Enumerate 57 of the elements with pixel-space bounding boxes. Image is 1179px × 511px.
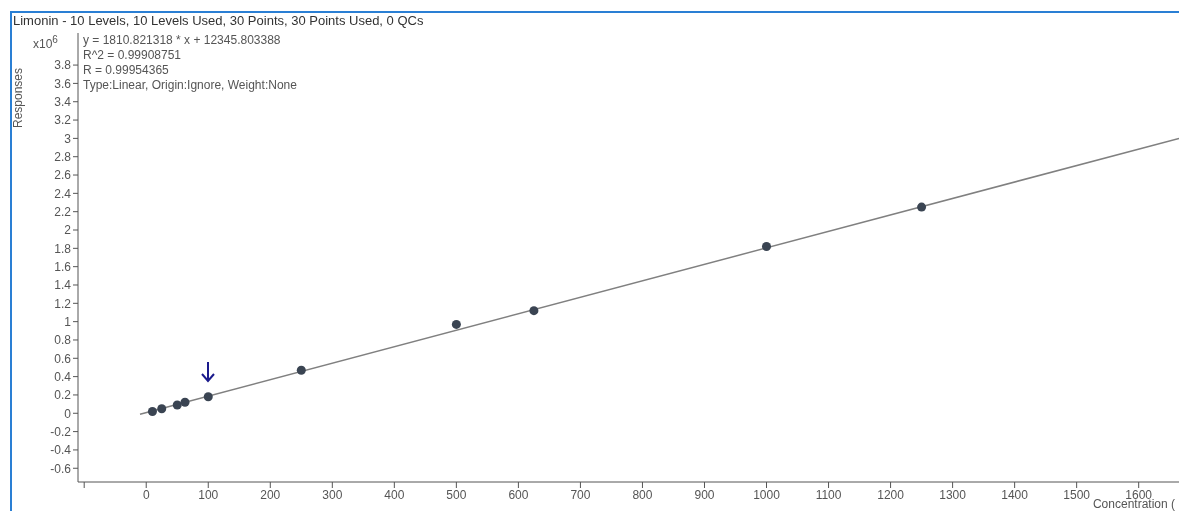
- point: [529, 306, 539, 316]
- x-tick-label: 1000: [753, 487, 781, 502]
- y-tick-label: 0.8: [54, 333, 72, 348]
- y-tick-label: -0.2: [50, 424, 72, 439]
- annotation: R = 0.99954365: [83, 63, 170, 78]
- x-tick-label: 900: [694, 487, 715, 502]
- y-tick-label: 2.2: [54, 204, 72, 219]
- x-tick-label: 800: [632, 487, 653, 502]
- y-tick-label: 2: [64, 223, 72, 238]
- annotation: Type:Linear, Origin:Ignore, Weight:None: [83, 78, 297, 93]
- point: [203, 392, 213, 402]
- y-tick-label: 1.4: [54, 278, 72, 293]
- y-tick-label: 3.4: [54, 94, 72, 109]
- x-tick-label: 100: [198, 487, 219, 502]
- y-tick-label: 1: [64, 314, 72, 329]
- y-tick-label: 3.6: [54, 76, 72, 91]
- y-tick-label: 2.6: [54, 168, 72, 183]
- y-tick-label: 0: [64, 406, 72, 421]
- y-tick-label: -0.6: [50, 461, 72, 476]
- x-axis-title: Concentration (: [1092, 497, 1175, 511]
- point: [157, 404, 167, 414]
- point: [180, 397, 190, 407]
- x-tick-label: 1100: [815, 487, 842, 502]
- x-tick-label: 300: [322, 487, 343, 502]
- x-tick-label: 400: [384, 487, 405, 502]
- y-tick-label: 0.2: [54, 388, 72, 403]
- x-tick-label: 1500: [1063, 487, 1091, 502]
- y-tick-label: -0.4: [50, 443, 72, 458]
- y-tick-label: 3.8: [54, 58, 72, 73]
- point: [147, 406, 157, 416]
- x-tick-label: 200: [260, 487, 281, 502]
- text: x10$^{6}$: [33, 34, 58, 51]
- y-tick-label: 0.6: [54, 351, 72, 366]
- y-tick-label: 0.4: [54, 369, 72, 384]
- point: [172, 400, 182, 410]
- x-tick-label: 0: [142, 487, 150, 502]
- y-tick-label: 3.2: [54, 113, 72, 128]
- y-tick-label: 2.8: [54, 149, 72, 164]
- y-tick-label: 1.8: [54, 241, 72, 256]
- annotation: R^2 = 0.99908751: [83, 48, 183, 63]
- x-tick-label: 1400: [1001, 487, 1029, 502]
- y-tick-label: 1.2: [54, 296, 72, 311]
- point: [451, 319, 461, 329]
- y-tick-label: 1.6: [54, 259, 72, 274]
- point: [762, 242, 772, 252]
- point: [917, 202, 927, 212]
- chart-title: Limonin - 10 Levels, 10 Levels Used, 30 Points, 30 Points Used, 0 QCs: [13, 13, 424, 28]
- x-tick-label: 700: [570, 487, 591, 502]
- y-tick-label: 3: [64, 131, 72, 146]
- x-tick-label: 500: [446, 487, 467, 502]
- annotation: y = 1810.821318 * x + 12345.803388: [83, 33, 282, 48]
- y-tick-label: 2.4: [54, 186, 72, 201]
- point: [296, 365, 306, 375]
- x-tick-label: 1300: [939, 487, 967, 502]
- x-tick-label: 600: [508, 487, 529, 502]
- x-tick-label: 1200: [877, 487, 905, 502]
- y-axis-title: Responses: [11, 66, 25, 128]
